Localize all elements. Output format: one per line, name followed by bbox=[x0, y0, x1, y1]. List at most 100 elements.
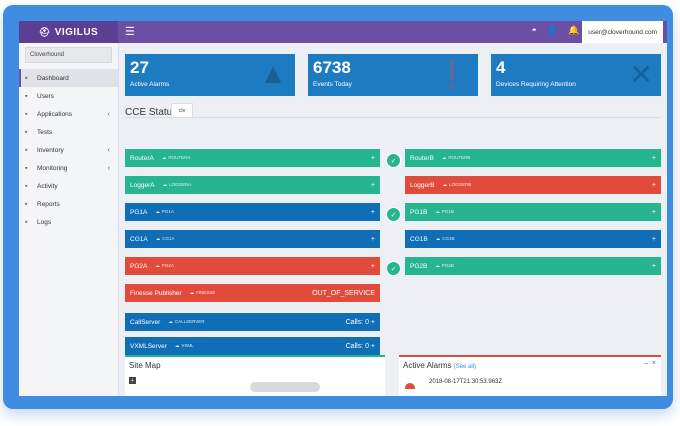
active-alarms-title: Active Alarms (See all) bbox=[403, 361, 476, 370]
cce-node-pg1b[interactable]: PG1B PG1B + bbox=[405, 203, 661, 221]
map-expand-icon[interactable]: + bbox=[129, 377, 136, 384]
cce-status-title: CCE Status bbox=[125, 107, 178, 118]
node-host: ROUTERB bbox=[442, 155, 470, 161]
node-name: PG2A bbox=[130, 262, 148, 270]
world-map-shape bbox=[250, 382, 320, 392]
node-host: PG2A bbox=[155, 263, 174, 269]
node-name: CallServer bbox=[130, 318, 161, 326]
tile-active-alarms[interactable]: 27 Active Alarms ▲ bbox=[125, 54, 295, 96]
node-name: RouterA bbox=[130, 154, 154, 162]
cce-node-vxmlserver[interactable]: VXMLServer VXML Calls: 0 + bbox=[125, 337, 380, 355]
sidebar-item-logs[interactable]: ▪ Logs bbox=[19, 213, 118, 231]
chevron-left-icon: ‹ bbox=[107, 110, 110, 118]
user-icon: ▪ bbox=[25, 92, 28, 100]
sidebar-item-reports[interactable]: ▪ Reports bbox=[19, 195, 118, 213]
sidebar-item-users[interactable]: ▪ Users bbox=[19, 87, 118, 105]
user-email[interactable]: user@cloverhound.com bbox=[582, 21, 663, 43]
node-name: PG1B bbox=[410, 208, 428, 216]
active-alarms-title-text: Active Alarms bbox=[403, 361, 452, 370]
dashboard-meter-icon[interactable]: ◓ bbox=[531, 25, 537, 35]
sidebar-item-label: Inventory bbox=[37, 146, 64, 154]
tile-value: 4 bbox=[496, 58, 506, 77]
wrench-icon: ✕ bbox=[629, 59, 653, 90]
cce-node-pg2b[interactable]: PG2B PG2B + bbox=[405, 257, 661, 275]
node-status-action[interactable]: + bbox=[651, 154, 656, 162]
node-host: PG1A bbox=[155, 209, 174, 215]
node-status-action[interactable]: + bbox=[370, 262, 375, 270]
tab-divider bbox=[125, 117, 661, 118]
node-status-action[interactable]: + bbox=[651, 208, 656, 216]
node-host: PG1B bbox=[435, 209, 454, 215]
tile-label: Events Today bbox=[313, 81, 352, 88]
sidebar-item-applications[interactable]: ▪ Applications ‹ bbox=[19, 105, 118, 123]
cce-node-loggerb[interactable]: LoggerB LOGGERB + bbox=[405, 176, 661, 194]
node-status-action[interactable]: + bbox=[651, 181, 656, 189]
chevron-left-icon: ‹ bbox=[107, 146, 110, 154]
flask-icon: ▪ bbox=[25, 128, 28, 136]
sidebar-item-dashboard[interactable]: ▪ Dashboard bbox=[19, 69, 118, 87]
collapse-icon[interactable]: – bbox=[644, 360, 649, 367]
cce-node-pg1a[interactable]: PG1A PG1A + bbox=[125, 203, 380, 221]
sidebar-item-label: Users bbox=[37, 92, 54, 100]
sidebar-nav: ▪ Dashboard ▪ Users ▪ Applications ‹ ▪ Tests ▪ Inv… bbox=[19, 69, 118, 231]
window-frame: ⛑VIGILUS ☰ ◓ 👤 🔔 ⚑37 user@cloverhound.co… bbox=[3, 5, 673, 409]
alarm-severity-icon bbox=[405, 383, 415, 389]
app-viewport: ⛑VIGILUS ☰ ◓ 👤 🔔 ⚑37 user@cloverhound.co… bbox=[19, 21, 667, 396]
sidebar-item-tests[interactable]: ▪ Tests bbox=[19, 123, 118, 141]
close-icon[interactable]: × bbox=[651, 360, 656, 367]
node-status-action[interactable]: + bbox=[651, 262, 656, 270]
sidebar-item-label: Tests bbox=[37, 128, 53, 136]
logo[interactable]: ⛑ VIGILUS bbox=[19, 21, 118, 43]
node-status-action[interactable]: + bbox=[651, 235, 656, 243]
node-host: FINESSE bbox=[190, 290, 215, 296]
node-host: LOGGERA bbox=[163, 182, 191, 188]
see-all-link[interactable]: (See all) bbox=[453, 364, 477, 370]
node-status-action[interactable]: Calls: 0 + bbox=[345, 342, 375, 350]
sidebar-item-label: Reports bbox=[37, 200, 60, 208]
cce-node-loggera[interactable]: LoggerA LOGGERA + bbox=[125, 176, 380, 194]
cce-node-callserver[interactable]: CallServer CALLSERVER Calls: 0 + bbox=[125, 313, 380, 331]
cce-node-routerb[interactable]: RouterB ROUTERB + bbox=[405, 149, 661, 167]
cce-node-routera[interactable]: RouterA ROUTERA + bbox=[125, 149, 380, 167]
alarm-timestamp[interactable]: 2018-08-17T21:30:53.963Z bbox=[429, 379, 503, 385]
menu-toggle-icon[interactable]: ☰ bbox=[125, 26, 135, 38]
sidebar-item-monitoring[interactable]: ▪ Monitoring ‹ bbox=[19, 159, 118, 177]
node-host: ROUTERA bbox=[162, 155, 190, 161]
site-map-panel: Site Map + bbox=[125, 355, 385, 396]
sidebar-item-activity[interactable]: ▪ Activity bbox=[19, 177, 118, 195]
tenant-search-input[interactable]: Cloverhound bbox=[25, 47, 112, 63]
node-name: LoggerA bbox=[130, 181, 155, 189]
sidebar: Cloverhound ▪ Dashboard ▪ Users ▪ Application… bbox=[19, 43, 119, 396]
node-status-action[interactable]: + bbox=[370, 181, 375, 189]
tile-devices-attention[interactable]: 4 Devices Requiring Attention ✕ bbox=[491, 54, 661, 96]
sidebar-item-label: Dashboard bbox=[37, 74, 69, 82]
node-status-action[interactable]: + bbox=[370, 154, 375, 162]
node-status-action[interactable]: + bbox=[370, 208, 375, 216]
bar-chart-icon: ▪ bbox=[25, 200, 28, 208]
node-status-action[interactable]: + bbox=[370, 235, 375, 243]
panel-controls: – × bbox=[644, 360, 656, 367]
user-menu-icon[interactable]: 👤 bbox=[546, 25, 559, 35]
cce-node-cg1a[interactable]: CG1A CG1A + bbox=[125, 230, 380, 248]
node-host: CG1B bbox=[436, 236, 454, 242]
tile-value: 27 bbox=[130, 58, 149, 77]
dashboard-icon: ▪ bbox=[25, 74, 28, 82]
tile-events-today[interactable]: 6738 Events Today ❗ bbox=[308, 54, 478, 96]
node-name: Finesse Publisher bbox=[130, 289, 182, 297]
node-host: VXML bbox=[175, 343, 193, 349]
sidebar-item-label: Monitoring bbox=[37, 164, 68, 172]
sidebar-item-inventory[interactable]: ▪ Inventory ‹ bbox=[19, 141, 118, 159]
logo-text: VIGILUS bbox=[54, 26, 99, 38]
sidebar-item-label: Applications bbox=[37, 110, 73, 118]
node-status-action[interactable]: OUT_OF_SERVICE bbox=[312, 289, 375, 297]
top-bar: ⛑VIGILUS ☰ ◓ 👤 🔔 ⚑37 user@cloverhound.co… bbox=[19, 21, 667, 43]
cce-node-cg1b[interactable]: CG1B CG1B + bbox=[405, 230, 661, 248]
node-status-action[interactable]: Calls: 0 + bbox=[345, 318, 375, 326]
inventory-icon: ▪ bbox=[25, 146, 28, 154]
eye-icon: ▪ bbox=[25, 164, 28, 172]
tab-clv[interactable]: clv bbox=[171, 103, 193, 118]
node-name: RouterB bbox=[410, 154, 434, 162]
cce-node-finesse-publisher[interactable]: Finesse Publisher FINESSE OUT_OF_SERVICE bbox=[125, 284, 380, 302]
bell-icon[interactable]: 🔔 bbox=[568, 25, 580, 35]
cce-node-pg2a[interactable]: PG2A PG2A + bbox=[125, 257, 380, 275]
